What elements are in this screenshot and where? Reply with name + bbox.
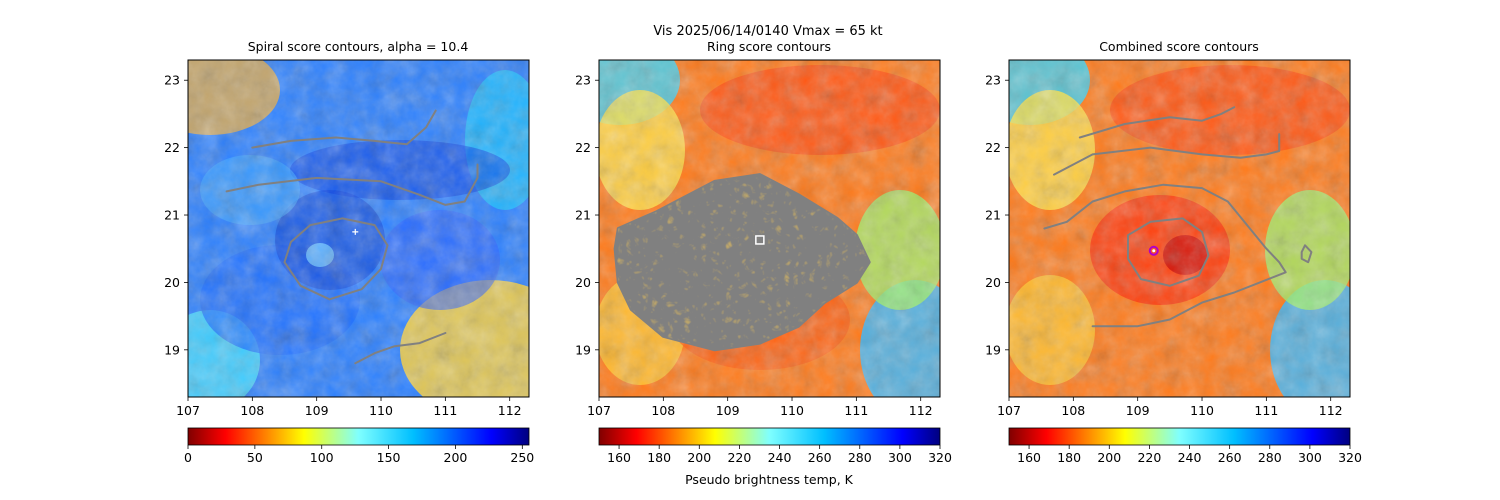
y-tick-label: 21 xyxy=(985,208,1001,223)
colorbar-tick-label: 260 xyxy=(808,450,832,465)
y-tick-label: 23 xyxy=(164,73,180,88)
colorbar-tick-label: 160 xyxy=(607,450,631,465)
axes-frame xyxy=(187,59,530,398)
center-star-marker xyxy=(352,228,359,235)
x-tick-label: 112 xyxy=(498,403,522,418)
y-tick-label: 22 xyxy=(164,140,180,155)
colorbar-tick-label: 300 xyxy=(888,450,912,465)
contour-outer-ring xyxy=(1043,183,1287,328)
contour-spiral-band xyxy=(225,163,479,206)
x-tick-label: 112 xyxy=(1319,403,1343,418)
colorbar-tick-label: 260 xyxy=(1218,450,1242,465)
colorbar-tick-label: 320 xyxy=(928,450,952,465)
contour-eye-ring xyxy=(283,217,389,301)
colorbar-tick-label: 240 xyxy=(1178,450,1202,465)
y-tick-label: 22 xyxy=(575,140,591,155)
colorbar-tick-label: 160 xyxy=(1017,450,1041,465)
colorbar-tick-label: 100 xyxy=(310,450,334,465)
x-tick-label: 110 xyxy=(780,403,804,418)
y-tick-label: 21 xyxy=(575,208,591,223)
y-tick-label: 19 xyxy=(985,342,1001,357)
x-tick-label: 111 xyxy=(1254,403,1278,418)
x-tick-label: 109 xyxy=(305,403,329,418)
x-tick-label: 108 xyxy=(651,403,675,418)
colorbar-label: Pseudo brightness temp, K xyxy=(685,472,854,487)
colorbar-tick-label: 220 xyxy=(727,450,751,465)
y-tick-label: 22 xyxy=(985,140,1001,155)
colorbar-tick-label: 320 xyxy=(1338,450,1362,465)
x-tick-label: 107 xyxy=(587,403,611,418)
axes-frame xyxy=(598,59,941,398)
figure-suptitle: Vis 2025/06/14/0140 Vmax = 65 kt xyxy=(653,24,882,39)
x-tick-label: 108 xyxy=(240,403,264,418)
y-tick-label: 21 xyxy=(164,208,180,223)
y-tick-label: 20 xyxy=(575,275,591,290)
x-tick-label: 108 xyxy=(1061,403,1085,418)
contour-north-band xyxy=(1078,106,1236,139)
colorbar-tick-label: 200 xyxy=(444,450,468,465)
colorbar-tick-label: 50 xyxy=(247,450,263,465)
panel-ring-score: Ring score contours 107 108 109 110 111 112 19… xyxy=(575,39,952,487)
x-tick-label: 111 xyxy=(433,403,457,418)
panel-spiral-score: Spiral score contours, alpha = 10.4 107 1… xyxy=(164,39,534,465)
panel-title: Ring score contours xyxy=(707,39,831,54)
x-tick-label: 109 xyxy=(716,403,740,418)
colorbar xyxy=(598,427,941,446)
y-tick-label: 19 xyxy=(575,342,591,357)
colorbar-tick-label: 250 xyxy=(510,450,534,465)
colorbar-tick-label: 0 xyxy=(184,450,192,465)
x-tick-label: 109 xyxy=(1126,403,1150,418)
satellite-image xyxy=(1009,60,1350,397)
center-dot-marker xyxy=(1152,249,1156,253)
y-tick-label: 20 xyxy=(164,275,180,290)
x-tick-label: 107 xyxy=(176,403,200,418)
y-tick-label: 23 xyxy=(985,73,1001,88)
y-tick-label: 19 xyxy=(164,342,180,357)
x-tick-label: 111 xyxy=(844,403,868,418)
colorbar-tick-label: 180 xyxy=(647,450,671,465)
x-tick-label: 112 xyxy=(909,403,933,418)
x-tick-label: 110 xyxy=(369,403,393,418)
colorbar-tick-label: 220 xyxy=(1137,450,1161,465)
contour-north-band xyxy=(251,109,437,149)
colorbar-tick-label: 240 xyxy=(768,450,792,465)
contour-eye-ring xyxy=(1127,217,1210,287)
satellite-image xyxy=(188,60,529,397)
y-tick-label: 23 xyxy=(575,73,591,88)
colorbar-tick-label: 180 xyxy=(1057,450,1081,465)
contour-east-blob xyxy=(1300,244,1313,264)
center-square-marker xyxy=(755,235,765,245)
center-circle-marker xyxy=(1148,245,1159,256)
colorbar-tick-label: 200 xyxy=(1097,450,1121,465)
x-tick-label: 107 xyxy=(997,403,1021,418)
colorbar xyxy=(187,427,530,446)
contour-mid-band xyxy=(1053,133,1281,176)
colorbar xyxy=(1008,427,1351,446)
contour-south-band xyxy=(354,332,447,365)
panel-title: Combined score contours xyxy=(1099,39,1259,54)
colorbar-tick-label: 200 xyxy=(687,450,711,465)
colorbar-tick-label: 280 xyxy=(848,450,872,465)
colorbar-tick-label: 280 xyxy=(1258,450,1282,465)
colorbar-tick-label: 150 xyxy=(377,450,401,465)
x-tick-label: 110 xyxy=(1190,403,1214,418)
axes-frame xyxy=(1008,59,1351,398)
y-tick-label: 20 xyxy=(985,275,1001,290)
panel-title: Spiral score contours, alpha = 10.4 xyxy=(248,39,469,54)
colorbar-tick-label: 300 xyxy=(1298,450,1322,465)
panel-combined-score: Combined score contours 107 108 109 110 111 1… xyxy=(985,39,1362,465)
